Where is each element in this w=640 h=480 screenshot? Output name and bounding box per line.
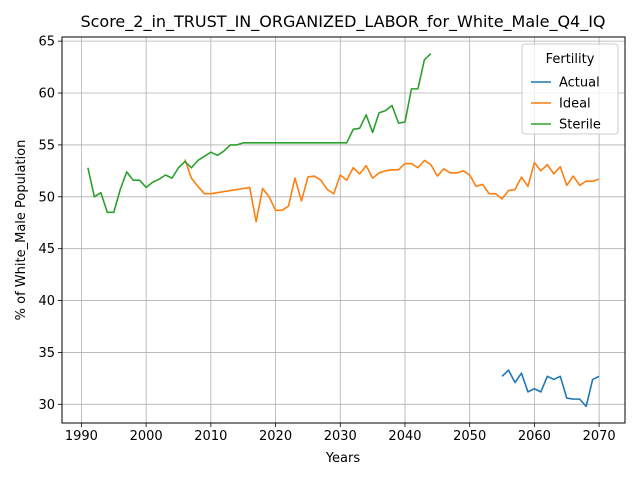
series-layer (87, 53, 600, 408)
x-tick-label: 2060 (518, 429, 551, 444)
y-tick-label: 40 (38, 294, 55, 309)
x-axis-label: Years (325, 451, 361, 466)
series-line-sterile (87, 53, 432, 214)
y-tick-label: 60 (38, 87, 55, 102)
y-tick-label: 35 (38, 346, 55, 361)
x-tick-label: 1990 (65, 429, 98, 444)
ticks: 1990 2000 2010 2020 2030 2040 2050 2060 2070 30 35… (38, 35, 615, 444)
x-tick-label: 2050 (453, 429, 486, 444)
y-tick-label: 55 (38, 138, 55, 153)
legend-title: Fertility (546, 52, 595, 67)
legend-label-sterile: Sterile (559, 118, 601, 133)
x-tick-label: 2040 (388, 429, 421, 444)
series-line-actual (501, 369, 600, 408)
y-tick-label: 65 (38, 35, 55, 50)
legend: Fertility Actual Ideal Sterile (521, 43, 619, 135)
x-tick-label: 2020 (259, 429, 292, 444)
legend-label-actual: Actual (559, 76, 600, 91)
y-tick-label: 30 (38, 398, 55, 413)
y-tick-label: 45 (38, 242, 55, 257)
y-tick-label: 50 (38, 190, 55, 205)
chart-title: Score_2_in_TRUST_IN_ORGANIZED_LABOR_for_… (80, 12, 605, 32)
x-tick-label: 2030 (324, 429, 357, 444)
x-tick-label: 2070 (583, 429, 616, 444)
series-line-ideal (184, 159, 600, 223)
legend-box (521, 43, 619, 135)
legend-label-ideal: Ideal (559, 97, 591, 112)
plot-frame (61, 36, 626, 424)
y-axis-label: % of White_Male Population (14, 140, 29, 321)
x-tick-label: 2010 (194, 429, 227, 444)
x-tick-label: 2000 (130, 429, 163, 444)
